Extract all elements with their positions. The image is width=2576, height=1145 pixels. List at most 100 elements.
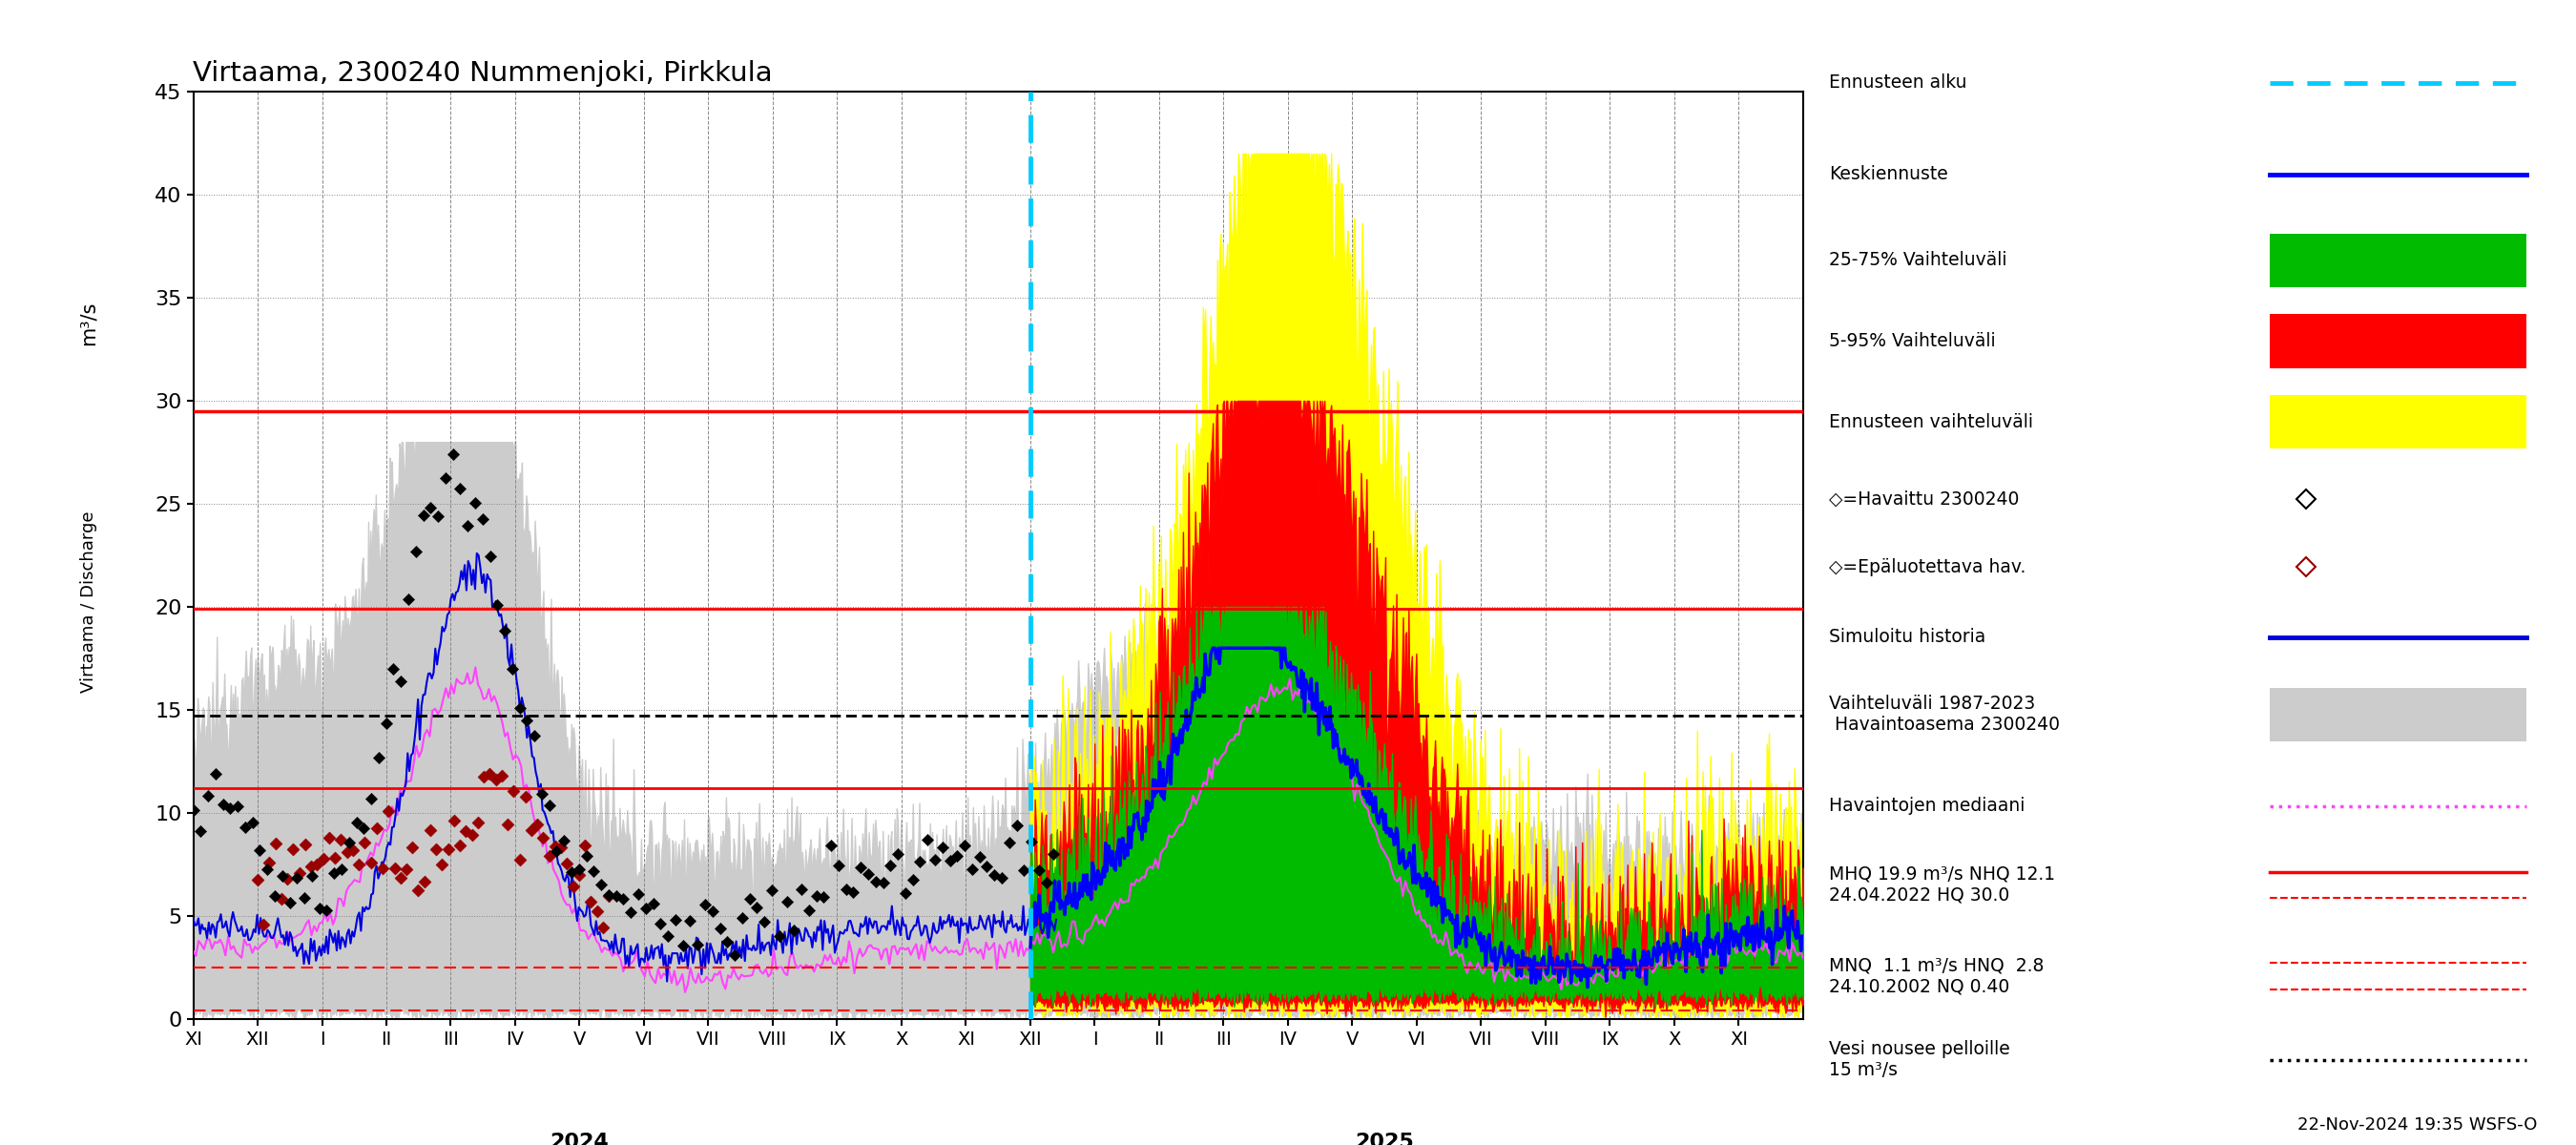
Point	[196, 765, 237, 783]
Point	[907, 831, 948, 850]
Point	[459, 814, 500, 832]
Point	[350, 790, 392, 808]
Point	[204, 795, 245, 813]
Point	[654, 910, 696, 929]
Point	[639, 914, 680, 932]
Point	[283, 889, 325, 907]
Point	[368, 803, 410, 821]
Point	[209, 799, 250, 818]
Text: Ennusteen vaihteluväli: Ennusteen vaihteluväli	[1829, 412, 2032, 431]
Point	[551, 863, 592, 882]
Point	[899, 852, 940, 870]
Point	[358, 748, 399, 766]
Point	[863, 874, 904, 892]
Point	[440, 836, 482, 854]
Point	[492, 782, 533, 800]
Point	[523, 829, 564, 847]
Point	[345, 834, 386, 852]
Point	[402, 506, 443, 524]
Point	[299, 899, 340, 917]
Point	[693, 902, 734, 921]
Point	[840, 859, 881, 877]
Bar	[2269, 314, 2527, 368]
Point	[500, 700, 541, 718]
Point	[773, 921, 814, 939]
Point	[216, 797, 258, 815]
Point	[559, 860, 600, 878]
Bar	[2269, 395, 2527, 449]
Point	[706, 932, 747, 950]
Point	[938, 847, 979, 866]
Point	[224, 818, 265, 836]
Point	[536, 837, 577, 855]
Point	[626, 900, 667, 918]
Point	[389, 590, 430, 608]
Point	[492, 660, 533, 678]
Text: 2025: 2025	[1355, 1132, 1414, 1145]
Point	[350, 854, 392, 872]
Point	[397, 882, 438, 900]
Point	[796, 887, 837, 906]
Point	[469, 547, 510, 566]
Point	[729, 890, 770, 908]
Text: Virtaama, 2300240 Nummenjoki, Pirkkula: Virtaama, 2300240 Nummenjoki, Pirkkula	[193, 60, 773, 87]
Point	[276, 869, 317, 887]
Point	[848, 866, 889, 884]
Point	[541, 838, 582, 856]
Point	[804, 887, 845, 906]
Point	[824, 879, 866, 898]
Point	[582, 918, 623, 937]
Point	[461, 510, 502, 528]
Point	[240, 842, 281, 860]
Point	[518, 815, 559, 834]
Point	[283, 836, 325, 854]
Point	[415, 840, 456, 859]
Point	[410, 821, 451, 839]
Text: 25-75% Vaihteluväli: 25-75% Vaihteluväli	[1829, 251, 2007, 269]
Point	[1010, 832, 1051, 851]
Text: MHQ 19.9 m³/s NHQ 12.1
24.04.2022 HQ 30.0: MHQ 19.9 m³/s NHQ 12.1 24.04.2022 HQ 30.…	[1829, 866, 2056, 905]
Point	[811, 836, 853, 854]
Text: Ennusteen alku: Ennusteen alku	[1829, 73, 1968, 92]
Point	[322, 860, 363, 878]
Point	[567, 846, 608, 864]
Point	[520, 784, 562, 803]
Point	[363, 859, 404, 877]
Point	[464, 767, 505, 785]
Point	[721, 909, 762, 927]
Point	[966, 858, 1007, 876]
Point	[314, 864, 355, 883]
Point	[237, 870, 278, 889]
Point	[268, 869, 309, 887]
Point	[337, 855, 379, 874]
Bar	[2269, 234, 2527, 287]
Point	[580, 876, 621, 894]
Text: 22-Nov-2024 19:35 WSFS-O: 22-Nov-2024 19:35 WSFS-O	[2298, 1116, 2537, 1134]
Point	[307, 901, 348, 919]
Point	[788, 901, 829, 919]
Point	[997, 816, 1038, 835]
Point	[781, 881, 822, 899]
Point	[453, 493, 495, 512]
Point	[327, 834, 368, 852]
Point	[309, 828, 350, 846]
Point	[255, 886, 296, 905]
Point	[433, 812, 474, 830]
Point	[943, 836, 984, 854]
Point	[250, 853, 291, 871]
Point	[500, 850, 541, 868]
Point	[564, 836, 605, 854]
Point	[528, 847, 569, 866]
Point	[180, 822, 222, 840]
Text: Simuloitu historia: Simuloitu historia	[1829, 627, 1986, 646]
Point	[343, 819, 384, 837]
Point	[379, 869, 420, 887]
Text: MNQ  1.1 m³/s HNQ  2.8
24.10.2002 NQ 0.40: MNQ 1.1 m³/s HNQ 2.8 24.10.2002 NQ 0.40	[1829, 956, 2043, 996]
Point	[528, 797, 569, 815]
Point	[744, 913, 786, 931]
Point	[451, 826, 492, 844]
Point	[587, 887, 629, 906]
Point	[989, 834, 1030, 852]
Point	[474, 771, 515, 789]
Point	[374, 660, 415, 678]
